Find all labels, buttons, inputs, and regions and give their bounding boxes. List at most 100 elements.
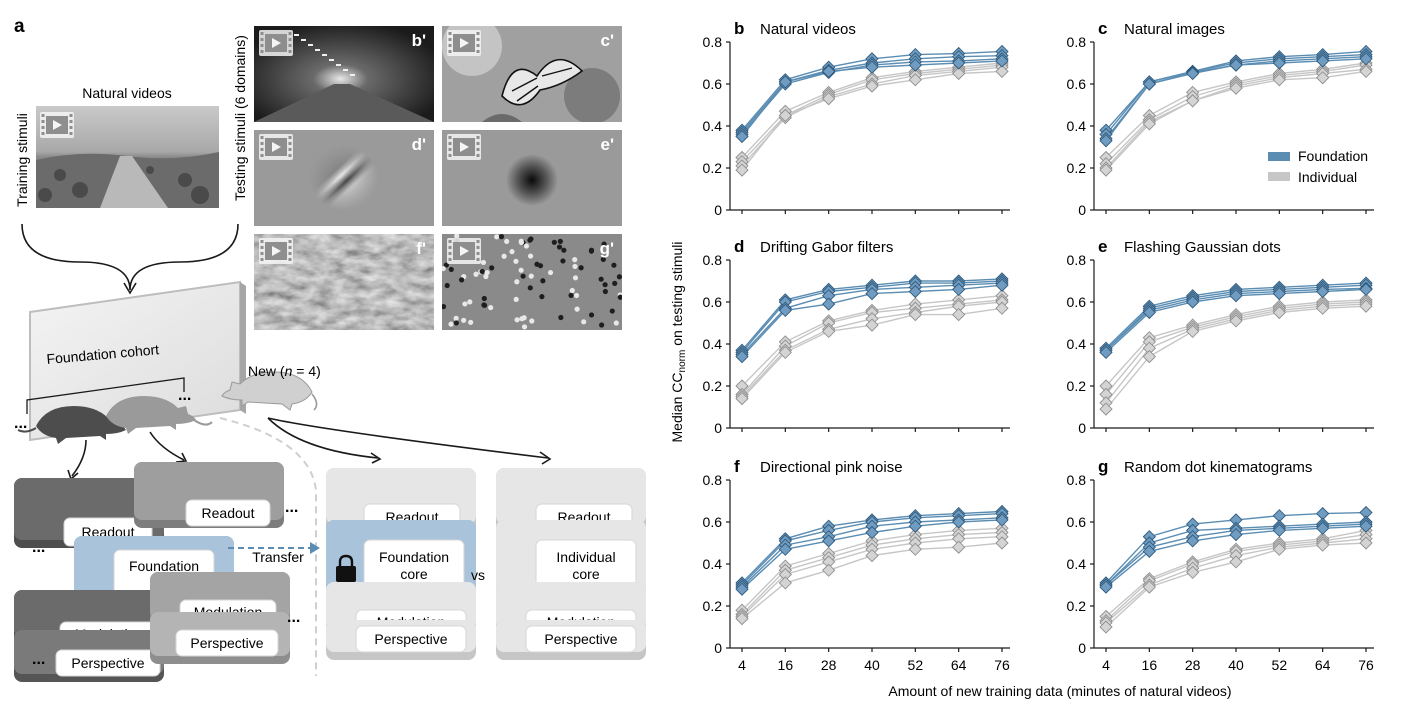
individual-point [1316, 71, 1330, 85]
film-play-icon [40, 112, 74, 138]
chart-panel-d: 0 0.2 0.4 0.6 0.8 d Drifting Gabor filters [703, 237, 1010, 436]
x-tick-label: 40 [864, 657, 880, 673]
svg-text:Perspective: Perspective [374, 631, 447, 647]
ellipsis-modulation: ... [287, 609, 300, 626]
y-tick-label: 0.6 [703, 514, 723, 530]
panel-label: f [734, 457, 740, 476]
new-mouse-label: New (n = 4) [248, 363, 321, 379]
svg-text:Individual: Individual [556, 549, 615, 565]
chart-panel-f: 0 0.2 0.4 0.6 0.8 4 16 28 40 52 64 76 f Directional p… [703, 457, 1010, 673]
thumbnail-label: e' [601, 135, 615, 154]
foundation-point [1316, 284, 1330, 299]
individual-point [1316, 301, 1330, 315]
perspective-label: Perspective [175, 629, 279, 657]
foundation-point [865, 286, 879, 301]
cohort-bracket [26, 377, 185, 414]
y-tick-label: 0 [1078, 202, 1086, 218]
legend-swatch-individual [1268, 172, 1290, 181]
foundation-point [1272, 523, 1286, 538]
foundation-point [822, 64, 836, 79]
foundation-point [822, 534, 836, 548]
individual-point [995, 536, 1009, 550]
x-tick-label: 16 [1142, 657, 1158, 673]
y-tick-label: 0.6 [1067, 514, 1087, 530]
testing-stimuli-label: Testing stimuli (6 domains) [232, 35, 248, 201]
thumbnail-label: b' [412, 31, 426, 50]
x-axis-label: Amount of new training data (minutes of … [888, 683, 1231, 699]
foundation-point [952, 282, 966, 297]
individual-point [908, 307, 922, 322]
legend: Foundation Individual [1268, 148, 1368, 185]
x-tick-label: 52 [1272, 657, 1288, 673]
foundation-point [735, 129, 749, 144]
y-tick-label: 0.2 [703, 160, 723, 176]
y-tick-label: 0 [1078, 420, 1086, 436]
foundation-point [778, 542, 792, 556]
foundation-point [1229, 527, 1243, 542]
lock-icon [336, 554, 356, 582]
thumbnail-dots: g' [442, 234, 622, 330]
arrow-dark-mouse [71, 439, 87, 477]
y-tick-label: 0.2 [703, 598, 723, 614]
x-tick-label: 4 [738, 657, 746, 673]
panel-label: e [1098, 237, 1107, 256]
film-play-icon [259, 238, 293, 264]
panel-title: Drifting Gabor filters [760, 239, 893, 256]
panel-title: Natural videos [760, 21, 856, 38]
y-tick-label: 0.4 [703, 556, 723, 572]
merge-arrow [21, 223, 239, 291]
foundation-point [1359, 519, 1373, 533]
individual-point [1272, 73, 1286, 87]
foundation-point [1229, 58, 1243, 72]
individual-point [1359, 536, 1373, 550]
mouse-dark-icon [17, 406, 126, 444]
x-tick-label: 16 [778, 657, 794, 673]
panel-title: Random dot kinematograms [1124, 459, 1312, 476]
svg-text:Perspective: Perspective [190, 635, 263, 651]
y-tick-label: 0.8 [703, 252, 723, 268]
individual-point [1186, 324, 1200, 339]
thumbnail-label: c' [601, 31, 615, 50]
individual-point [1099, 402, 1113, 416]
x-tick-label: 64 [951, 657, 967, 673]
vs-label: vs [471, 567, 485, 583]
y-tick-label: 0 [714, 420, 722, 436]
legend-label-foundation: Foundation [1298, 148, 1368, 164]
svg-text:Readout: Readout [202, 505, 255, 521]
film-play-icon [447, 30, 481, 56]
individual-point [1359, 299, 1373, 313]
natural-videos-label: Natural videos [82, 85, 172, 101]
panel-label: g [1098, 457, 1108, 476]
individual-point [1229, 314, 1243, 328]
ellipsis-stack-left: ... [32, 539, 45, 556]
individual-point [1142, 117, 1156, 131]
panel-title: Natural images [1124, 21, 1225, 38]
foundation-point [778, 303, 792, 318]
individual-point [822, 563, 836, 577]
svg-text:Foundation: Foundation [129, 558, 199, 574]
individual-point [1229, 81, 1243, 95]
y-tick-label: 0.8 [1067, 34, 1087, 50]
individual-point [1099, 163, 1113, 177]
y-tick-label: 0.6 [703, 76, 723, 92]
individual-point [822, 92, 836, 106]
foundation-point [995, 513, 1009, 527]
film-play-icon [447, 134, 481, 160]
foundation-point [1229, 289, 1243, 303]
arrow-new-individual [267, 417, 549, 459]
panel-title: Directional pink noise [760, 459, 903, 476]
foundation-point [1142, 544, 1156, 559]
foundation-point [1099, 134, 1113, 148]
chart-panel-e: 0 0.2 0.4 0.6 0.8 e Flashing Gaussian dots [1067, 237, 1374, 436]
individual-point [995, 64, 1009, 79]
training-stimuli-label: Training stimuli [14, 113, 30, 207]
individual-point [822, 324, 836, 339]
y-tick-label: 0.6 [703, 294, 723, 310]
foundation-point [822, 297, 836, 311]
foundation-point [1142, 77, 1156, 91]
foundation-point [735, 349, 749, 364]
individual-point [908, 73, 922, 87]
y-tick-label: 0.8 [1067, 252, 1087, 268]
model-stacks: ReadoutReadoutFoundationcoreModulationPe… [14, 462, 646, 682]
